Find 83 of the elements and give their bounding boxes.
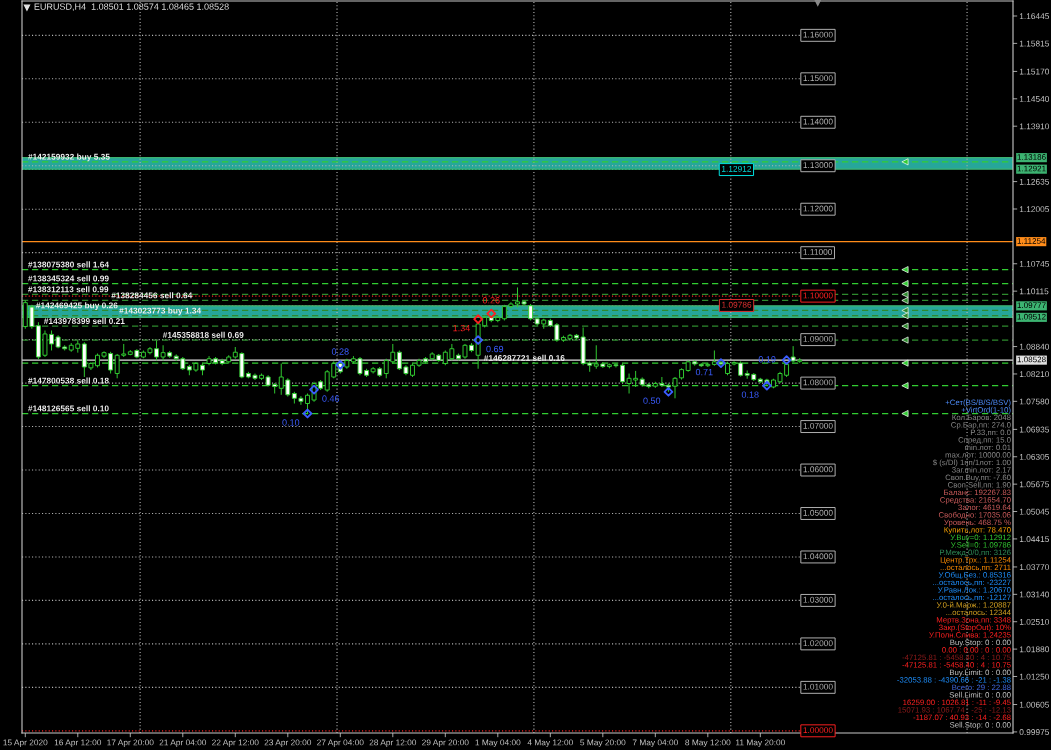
- y-tick-label: 1.06305: [1019, 453, 1050, 460]
- y-tick-label: 1.10115: [1019, 288, 1049, 295]
- y-tick-label: 1.07580: [1019, 398, 1050, 405]
- x-tick-label: 22 Apr 12:00: [212, 739, 259, 748]
- x-tick-label: 21 Apr 04:00: [159, 739, 207, 748]
- ref-line-label: 1.02000: [803, 640, 833, 647]
- ref-line-label: 1.08528: [1017, 356, 1046, 363]
- x-tick-label: 16 Apr 12:00: [54, 739, 102, 748]
- ref-line-label: 1.13000: [803, 162, 833, 168]
- y-tick-label: 1.00605: [1019, 701, 1050, 708]
- y-tick-label: 1.16445: [1019, 13, 1050, 20]
- x-tick-label: 8 May 12:00: [685, 739, 731, 748]
- y-tick-label: 1.15815: [1019, 40, 1050, 47]
- y-tick-label: 1.03770: [1019, 564, 1050, 571]
- ref-line-label: 1.10000: [803, 292, 833, 299]
- annotation: 0.46: [322, 395, 340, 402]
- x-tick-label: 28 Apr 12:00: [369, 739, 417, 748]
- ref-line-label: 1.11254: [1017, 238, 1046, 244]
- ref-line-label: 1.13186: [1017, 154, 1046, 160]
- ref-line-label: #146287721 sell 0.16: [483, 354, 565, 361]
- annotation: 0.69: [486, 345, 504, 353]
- ref-line-label: #147800538 sell 0.18: [28, 377, 109, 384]
- x-tick-label: 7 May 04:00: [632, 739, 678, 748]
- ref-line-label: 1.12921: [1017, 165, 1046, 172]
- ref-line-label: #148126565 sell 0.10: [28, 405, 109, 412]
- y-tick-label: 1.01250: [1019, 673, 1050, 680]
- annotation: 0.50: [643, 397, 661, 404]
- ref-line-label: 1.03000: [803, 596, 833, 603]
- y-tick-label: 1.12635: [1019, 178, 1050, 185]
- y-tick-label: 1.01880: [1019, 646, 1050, 653]
- ref-line-label: #143978399 sell 0.21: [43, 317, 125, 324]
- y-tick-label: 1.13910: [1019, 123, 1050, 130]
- x-tick-label: 23 Apr 20:00: [264, 739, 312, 748]
- ref-line-label: 1.11000: [803, 249, 833, 255]
- y-tick-label: 1.02510: [1019, 618, 1050, 625]
- ref-line-label: 1.15000: [803, 75, 833, 82]
- ref-line-label: 1.04000: [803, 553, 833, 560]
- y-tick-label: 1.05045: [1019, 508, 1050, 515]
- annotation: 0.71: [695, 368, 713, 376]
- ref-line-label: 1.09786: [722, 301, 752, 308]
- x-tick-label: 5 May 20:00: [580, 739, 626, 748]
- ref-line-label: #143023773 buy 1.34: [119, 307, 202, 316]
- y-tick-label: 1.15170: [1019, 68, 1050, 75]
- annotation: 0.26: [482, 297, 500, 304]
- y-tick-label: 1.08210: [1019, 371, 1050, 378]
- y-tick-label: 0.99975: [1019, 729, 1050, 736]
- annotation: 0.10: [282, 419, 300, 426]
- ref-line-label: 1.00000: [803, 727, 833, 734]
- ref-line-label: 1.06000: [803, 466, 833, 473]
- ref-line-label: 1.16000: [803, 31, 833, 38]
- annotation: 0.28: [331, 348, 349, 355]
- x-tick-label: 17 Apr 20:00: [107, 739, 154, 748]
- ref-line-label: #138345324 sell 0.99: [28, 275, 109, 282]
- y-tick-label: 1.10745: [1019, 260, 1050, 267]
- ref-line-label: #145358818 sell 0.69: [162, 331, 244, 338]
- x-tick-label: 1 May 04:00: [475, 739, 521, 748]
- x-tick-label: 15 Apr 2020: [3, 739, 48, 748]
- x-tick-label: 4 May 12:00: [527, 739, 573, 748]
- ref-line-label: 1.09777: [1017, 302, 1046, 308]
- x-tick-label: 11 May 20:00: [736, 739, 785, 748]
- y-tick-label: 1.03140: [1019, 591, 1050, 598]
- annotation: 0.18: [741, 391, 759, 398]
- annotation: 1.34: [453, 324, 470, 332]
- ref-line-label: 1.08000: [803, 379, 833, 386]
- chart-title: EURUSD,H4 1.08501 1.08574 1.08465 1.08528: [34, 3, 229, 11]
- ref-line-label: 1.12000: [803, 205, 833, 212]
- x-tick-label: 29 Apr 20:00: [422, 739, 469, 748]
- y-tick-label: 1.12005: [1019, 206, 1050, 213]
- ref-line-label: 1.12912: [721, 165, 752, 172]
- y-tick-label: 1.06935: [1019, 426, 1050, 433]
- ref-line-label: 1.01000: [803, 683, 833, 690]
- ref-line-label: 1.09512: [1017, 313, 1046, 320]
- y-tick-label: 1.05675: [1019, 481, 1050, 488]
- x-tick-label: 27 Apr 04:00: [317, 739, 364, 748]
- y-tick-label: 1.04415: [1019, 536, 1050, 543]
- y-tick-label: 1.14540: [1019, 96, 1050, 102]
- ref-line-label: #138312113 sell 0.99: [28, 286, 109, 293]
- ref-line-label: 1.07000: [803, 422, 833, 429]
- ref-line-label: 1.05000: [803, 509, 833, 516]
- ref-line-label: 1.14000: [803, 118, 833, 125]
- y-tick-label: 1.08840: [1019, 343, 1050, 350]
- ref-line-label: 1.09000: [803, 335, 833, 342]
- ref-line-label: #138075380 sell 1.64: [28, 261, 109, 268]
